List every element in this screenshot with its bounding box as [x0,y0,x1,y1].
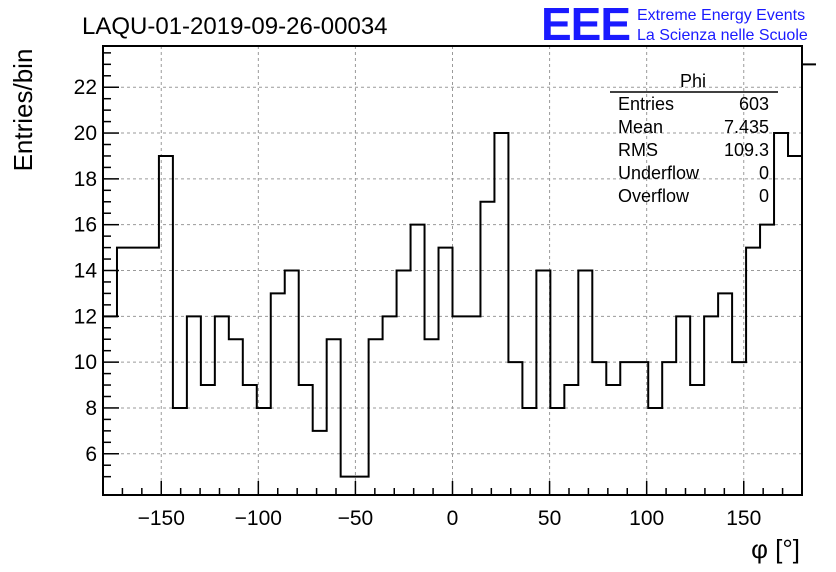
y-tick-label: 22 [74,76,97,99]
stats-row-value: 0 [759,186,769,206]
x-tick-label: 150 [726,507,761,530]
y-tick-label: 20 [74,122,97,145]
y-axis-label: Entries/bin [8,49,38,172]
stats-row-value: 7.435 [724,117,769,137]
stats-row-label: Mean [618,117,663,137]
x-tick-label: −150 [138,507,185,530]
stats-row-value: 0 [759,163,769,183]
chart-title: LAQU-01-2019-09-26-00034 [82,13,388,40]
x-tick-label: 0 [447,507,459,530]
axes: −150 −100 −50 0 50 100 150 6 8 10 12 14 16 18 20 22 [74,45,803,530]
histogram [103,63,816,478]
y-tick-label: 6 [85,443,97,466]
stats-box: Phi Entries 603 Mean 7.435 RMS 109.3 Underflow… [610,71,778,206]
logo-line-2: La Scienza nelle Scuole [637,27,808,44]
histogram-outline [103,63,816,478]
y-tick-label: 8 [85,397,97,420]
stats-row-value: 109.3 [724,140,769,160]
y-tick-label: 16 [74,214,97,237]
stats-title: Phi [680,71,706,91]
x-axis-label: φ [°] [751,534,800,564]
stats-row-label: Overflow [618,186,690,206]
stats-row-label: Entries [618,94,674,114]
y-tick-label: 18 [74,168,97,191]
stats-row-value: 603 [739,94,769,114]
y-tick-label: 10 [74,351,97,374]
y-tick-label: 14 [74,260,98,283]
x-tick-label: −100 [235,507,282,530]
stats-row-label: Underflow [618,163,700,183]
x-tick-label: −50 [338,507,374,530]
logo-line-1: Extreme Energy Events [637,7,805,24]
stats-rows: Entries 603 Mean 7.435 RMS 109.3 Underflow 0 Ove… [618,94,769,206]
x-tick-label: 100 [629,507,664,530]
eee-logo-mark: EEE [541,0,630,50]
x-tick-label: 50 [538,507,561,530]
eee-logo: EEE Extreme Energy Events La Scienza nel… [541,0,808,50]
stats-row-label: RMS [618,140,658,160]
y-tick-label: 12 [74,305,97,328]
